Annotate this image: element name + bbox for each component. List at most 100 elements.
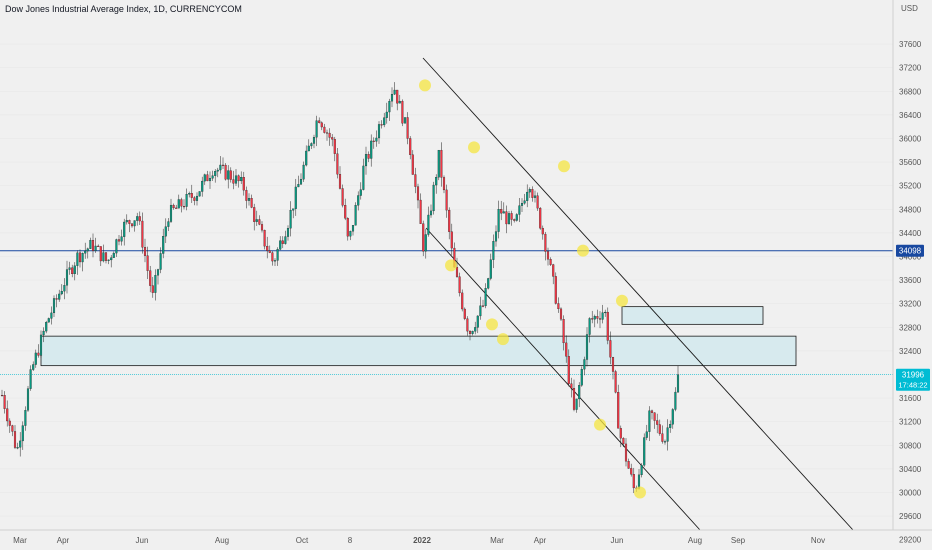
candle xyxy=(393,82,396,96)
candle xyxy=(567,349,570,387)
candle xyxy=(177,194,180,209)
candle xyxy=(146,246,149,280)
swing-point-marker xyxy=(486,318,498,331)
candle xyxy=(526,184,529,208)
candle xyxy=(125,214,128,225)
candle xyxy=(232,170,235,190)
candle xyxy=(552,263,555,285)
candle xyxy=(185,188,188,211)
candle xyxy=(52,295,56,318)
candle xyxy=(260,221,264,233)
candle xyxy=(388,98,391,121)
candle xyxy=(76,250,79,275)
price-tick-label: 36000 xyxy=(899,135,922,144)
price-tick-label: 34800 xyxy=(899,205,922,214)
candle xyxy=(471,330,474,336)
demand-zones[interactable] xyxy=(40,306,797,367)
candle xyxy=(167,218,170,232)
candle xyxy=(523,193,526,205)
candle xyxy=(60,284,63,296)
candle xyxy=(661,425,664,444)
price-tick-label: 36800 xyxy=(899,87,922,96)
candle xyxy=(227,165,230,189)
candle xyxy=(585,327,589,367)
demand-zone[interactable] xyxy=(40,335,797,367)
candle xyxy=(383,112,386,128)
candle xyxy=(65,260,69,294)
candle xyxy=(674,387,677,412)
candle xyxy=(323,123,326,134)
candle xyxy=(333,136,336,162)
candle xyxy=(396,89,399,111)
candle xyxy=(578,382,581,408)
candle xyxy=(8,418,11,433)
candle xyxy=(143,238,147,263)
candle xyxy=(593,314,596,328)
candle xyxy=(351,225,355,236)
candle xyxy=(312,134,316,149)
candle xyxy=(162,228,165,259)
swing-point-marker xyxy=(445,259,457,272)
candle xyxy=(68,261,71,275)
candle xyxy=(445,184,448,218)
channel-upper-line[interactable] xyxy=(422,57,854,531)
price-tick-label: 35200 xyxy=(899,182,922,191)
candle xyxy=(598,311,602,329)
price-axis[interactable] xyxy=(893,0,932,550)
candle xyxy=(237,174,240,188)
candle xyxy=(510,210,513,226)
candle xyxy=(676,365,680,393)
demand-zone[interactable] xyxy=(621,306,764,325)
candle xyxy=(99,246,102,267)
candlestick-series xyxy=(0,82,680,494)
descending-channel[interactable] xyxy=(422,57,854,531)
time-tick-label: Nov xyxy=(811,536,825,545)
channel-lower-line[interactable] xyxy=(425,227,701,531)
candle xyxy=(198,191,201,197)
candle xyxy=(403,117,407,124)
candle xyxy=(515,213,518,222)
time-tick-label: Mar xyxy=(13,536,27,545)
currency-label: USD xyxy=(901,4,918,13)
candle xyxy=(115,238,118,257)
candle xyxy=(367,151,370,163)
candle xyxy=(601,304,604,324)
time-tick-label: 2022 xyxy=(413,536,431,545)
candle xyxy=(455,257,459,278)
candle xyxy=(307,139,310,152)
price-axis-ticks: 37600 37200 36800 36400 36000 35600 35200 34800… xyxy=(899,40,922,545)
candle xyxy=(448,207,451,240)
horizontal-level-tag: 34098 xyxy=(896,244,924,257)
candle xyxy=(201,176,204,197)
candle xyxy=(190,184,193,203)
candle xyxy=(370,134,373,167)
candle xyxy=(437,149,440,181)
candle xyxy=(650,409,654,420)
price-tick-label: 33600 xyxy=(899,276,922,285)
candle xyxy=(45,320,48,334)
candle xyxy=(520,198,524,213)
candle xyxy=(349,230,352,241)
price-tick-label: 30400 xyxy=(899,465,922,474)
chart-title: Dow Jones Industrial Average Index, 1D, … xyxy=(5,4,242,14)
candle xyxy=(188,191,191,198)
candle xyxy=(565,335,568,363)
candle xyxy=(518,197,521,223)
candle xyxy=(494,225,498,247)
candle xyxy=(588,317,591,343)
candle xyxy=(414,167,417,194)
candle xyxy=(97,244,100,247)
candle xyxy=(263,229,266,250)
candle xyxy=(26,385,30,412)
candle xyxy=(253,203,256,231)
candle xyxy=(91,233,95,258)
swing-point-marker xyxy=(577,244,589,257)
candle xyxy=(513,218,516,223)
candle xyxy=(206,170,209,182)
candle xyxy=(273,258,277,267)
time-axis[interactable] xyxy=(0,530,893,550)
candle xyxy=(507,210,511,225)
swing-point-marker xyxy=(594,418,606,431)
candle xyxy=(138,211,141,226)
